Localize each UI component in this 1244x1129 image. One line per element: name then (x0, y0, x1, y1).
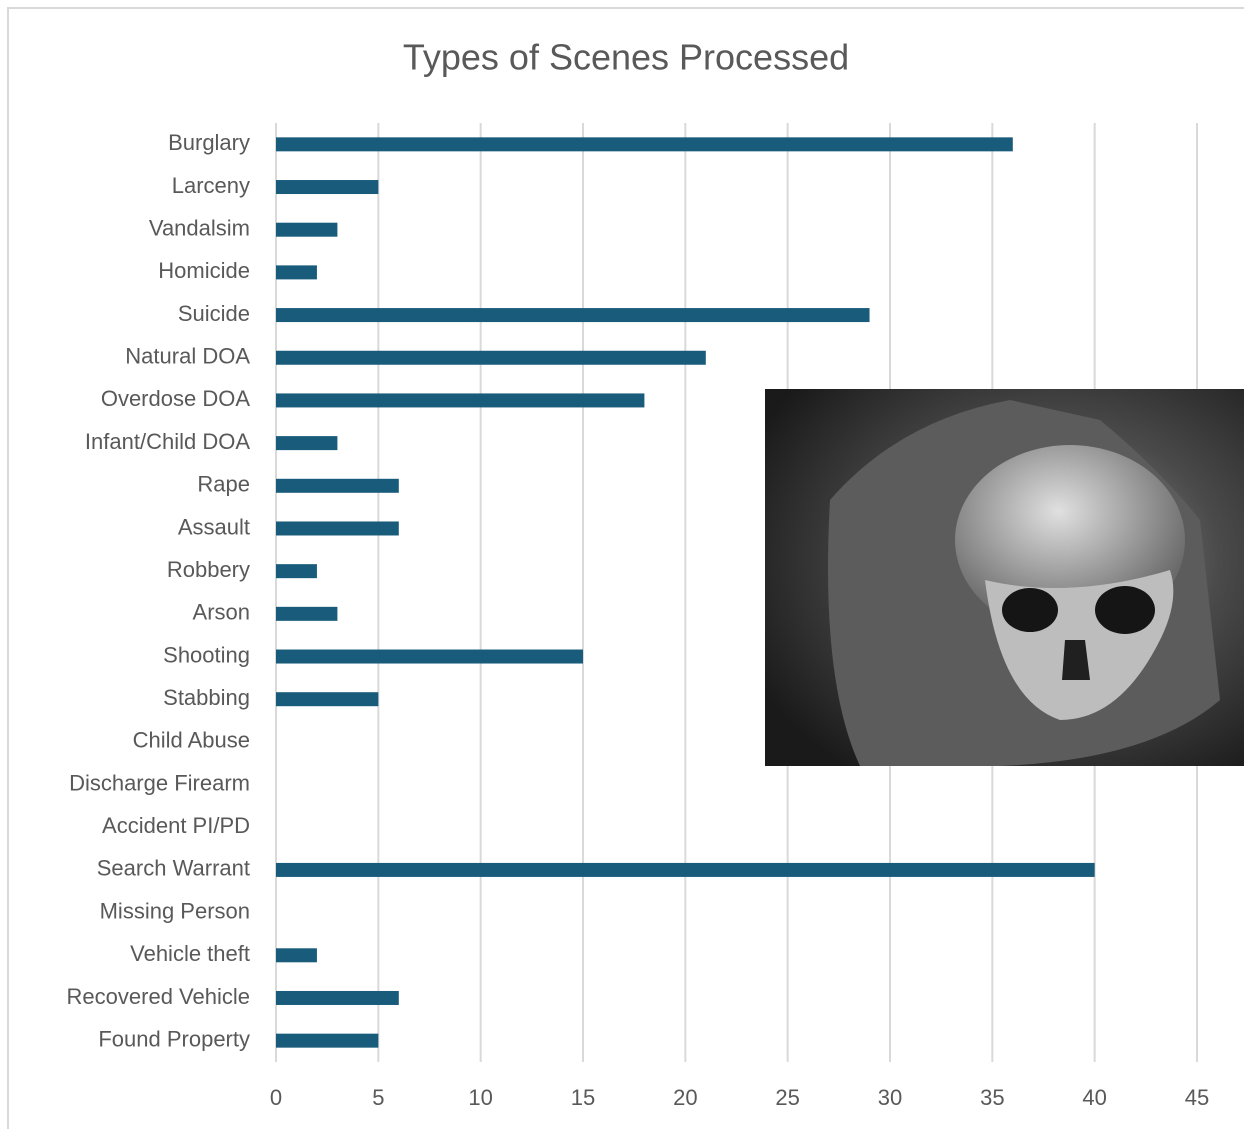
eye-socket (1002, 588, 1058, 632)
bar (276, 990, 399, 1005)
x-tick-label: 45 (1185, 1085, 1209, 1110)
bar (276, 436, 338, 451)
y-tick-label: Stabbing (163, 685, 250, 710)
bar (276, 222, 338, 237)
chart-title: Types of Scenes Processed (403, 37, 849, 78)
bar (276, 180, 379, 195)
bar (276, 478, 399, 493)
x-tick-label: 0 (270, 1085, 282, 1110)
x-tick-label: 25 (775, 1085, 799, 1110)
nose (1062, 640, 1090, 680)
eye-socket (1095, 586, 1155, 634)
y-tick-label: Found Property (98, 1026, 250, 1051)
x-tick-label: 35 (980, 1085, 1004, 1110)
y-tick-label: Missing Person (100, 898, 250, 923)
y-tick-label: Burglary (168, 130, 250, 155)
y-tick-label: Vandalsim (149, 216, 250, 241)
bar (276, 265, 317, 280)
y-tick-label: Recovered Vehicle (67, 984, 250, 1009)
y-tick-label: Natural DOA (125, 344, 250, 369)
y-tick-label: Accident PI/PD (102, 813, 250, 838)
bar (276, 1033, 379, 1048)
y-tick-label: Robbery (167, 557, 250, 582)
bar (276, 521, 399, 536)
y-tick-label: Rape (197, 472, 250, 497)
bar (276, 606, 338, 621)
y-tick-label: Larceny (172, 173, 250, 198)
bar (276, 948, 317, 963)
bar (276, 862, 1095, 877)
y-tick-label: Homicide (158, 258, 250, 283)
x-tick-label: 15 (571, 1085, 595, 1110)
bar (276, 350, 706, 365)
bar (276, 137, 1013, 152)
photo (765, 389, 1244, 766)
bar (276, 564, 317, 579)
chart-border (7, 7, 1244, 1129)
x-tick-label: 40 (1082, 1085, 1106, 1110)
x-tick-label: 30 (878, 1085, 902, 1110)
y-tick-label: Search Warrant (97, 856, 250, 881)
y-tick-label: Arson (193, 600, 250, 625)
y-tick-label: Overdose DOA (101, 386, 250, 411)
y-tick-label: Suicide (178, 301, 250, 326)
y-tick-label: Shooting (163, 642, 250, 667)
x-tick-label: 20 (673, 1085, 697, 1110)
bar (276, 692, 379, 707)
y-tick-label: Assault (178, 514, 250, 539)
y-tick-label: Discharge Firearm (69, 770, 250, 795)
bar (276, 649, 583, 664)
y-tick-label: Vehicle theft (130, 941, 250, 966)
bar (276, 308, 870, 323)
x-tick-label: 5 (372, 1085, 384, 1110)
y-tick-label: Infant/Child DOA (85, 429, 250, 454)
y-tick-label: Child Abuse (133, 728, 250, 753)
bar (276, 393, 645, 408)
x-tick-label: 10 (468, 1085, 492, 1110)
